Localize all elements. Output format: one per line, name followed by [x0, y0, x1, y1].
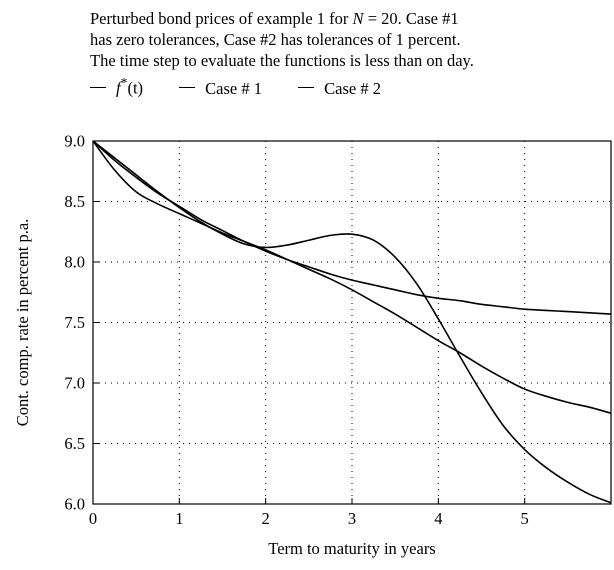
- x-tick-label: 3: [348, 509, 356, 528]
- legend-item-case-1: Case # 1: [179, 78, 262, 100]
- y-tick-label: 6.5: [64, 434, 85, 453]
- series-line-case-2: [92, 140, 612, 415]
- chart-legend: f*(t) Case # 1 Case # 2: [90, 72, 413, 100]
- y-tick-label: 7.0: [64, 374, 85, 393]
- y-tick-label: 9.0: [64, 132, 85, 151]
- y-tick-label: 6.0: [64, 495, 85, 514]
- y-tick-label: 8.5: [64, 192, 85, 211]
- series-line-case-1: [92, 140, 612, 504]
- legend-label-arg: (t): [127, 78, 144, 98]
- legend-line-case-1: [179, 87, 196, 89]
- x-tick-label: 1: [175, 509, 183, 528]
- caption-line-3: The time step to evaluate the functions …: [90, 51, 474, 70]
- legend-label-star: *: [120, 75, 128, 90]
- series-lines: [92, 140, 612, 504]
- legend-item-case-2: Case # 2: [298, 78, 381, 100]
- caption-line-1: Perturbed bond prices of example 1 for N…: [90, 8, 610, 29]
- x-tick-label: 0: [89, 509, 97, 528]
- legend-label-case-1: Case # 1: [205, 78, 262, 98]
- chart-caption: Perturbed bond prices of example 1 for N…: [90, 8, 610, 71]
- caption-variable-n: N: [352, 9, 364, 28]
- x-tick-label: 2: [262, 509, 270, 528]
- axis-ticks: 0 1 2 3 4 5 6.0 6.5 7.0 7.5 8.0 8.5 9.0: [64, 132, 528, 529]
- y-axis-label: Cont. comp. rate in percent p.a.: [13, 219, 32, 427]
- x-axis-label: Term to maturity in years: [268, 539, 435, 558]
- legend-label-f: f: [116, 78, 121, 98]
- y-tick-label: 7.5: [64, 313, 85, 332]
- caption-line-2: has zero tolerances, Case #2 has toleran…: [90, 30, 461, 49]
- x-tick-label: 4: [434, 509, 442, 528]
- caption-line-1-text: Perturbed bond prices of example 1 for: [90, 9, 353, 28]
- x-tick-label: 5: [521, 509, 529, 528]
- caption-line-1-tail: = 20. Case #1: [363, 9, 459, 28]
- series-line-f-star: [92, 140, 612, 315]
- y-tick-label: 8.0: [64, 253, 85, 272]
- legend-line-f-star: [90, 87, 106, 89]
- grid-lines: [93, 141, 611, 504]
- legend-line-case-2: [298, 87, 315, 89]
- legend-label-case-2: Case # 2: [324, 78, 381, 98]
- legend-item-f-star: f*(t): [90, 72, 143, 100]
